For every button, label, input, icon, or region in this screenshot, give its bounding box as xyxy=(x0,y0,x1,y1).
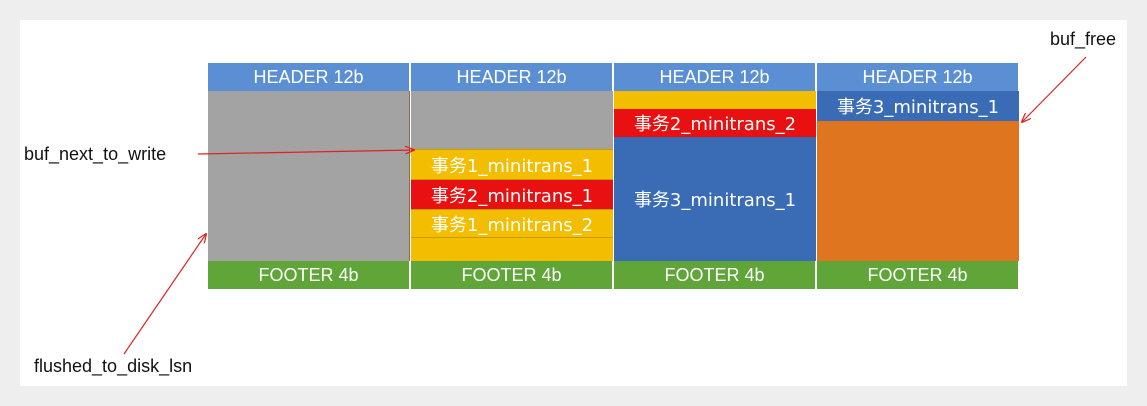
block-footer: FOOTER 4b xyxy=(817,261,1019,289)
mtr-trx1-2: 事务1_minitrans_2 xyxy=(411,209,613,238)
block-body: 事务2_minitrans_2 事务3_minitrans_1 xyxy=(614,91,816,261)
mtr-trx3-1: 事务3_minitrans_1 xyxy=(614,137,816,261)
log-block-1: HEADER 12b FOOTER 4b xyxy=(208,63,410,289)
buf-next-to-write-label: buf_next_to_write xyxy=(24,144,167,164)
block-body xyxy=(208,91,410,261)
block-footer: FOOTER 4b xyxy=(411,261,613,289)
buf-next-to-write-arrow xyxy=(197,150,414,155)
free-region xyxy=(817,121,1019,261)
mtr-trx1-2-tail xyxy=(411,238,613,261)
mtr-trx1-2-cont xyxy=(614,91,816,109)
buf-free-arrow xyxy=(1022,56,1087,122)
mtr-trx3-1-cont: 事务3_minitrans_1 xyxy=(817,91,1019,121)
log-block-3: HEADER 12b 事务2_minitrans_2 事务3_minitrans… xyxy=(614,63,816,289)
block-header: HEADER 12b xyxy=(817,63,1019,91)
flushed-to-disk-lsn-label: flushed_to_disk_lsn xyxy=(34,356,193,376)
log-block-2: HEADER 12b 事务1_minitrans_1 事务2_minitrans… xyxy=(411,63,613,289)
log-block-4: HEADER 12b 事务3_minitrans_1 FOOTER 4b xyxy=(817,63,1019,289)
block-body: 事务1_minitrans_1 事务2_minitrans_1 事务1_mini… xyxy=(411,91,613,261)
pointer-arrows xyxy=(123,56,1087,355)
block-footer: FOOTER 4b xyxy=(614,261,816,289)
mtr-trx2-2: 事务2_minitrans_2 xyxy=(614,109,816,137)
block-footer: FOOTER 4b xyxy=(208,261,410,289)
block-header: HEADER 12b xyxy=(411,63,613,91)
diagram-canvas: HEADER 12b FOOTER 4b HEADER 12b 事务1_mini… xyxy=(20,20,1127,386)
buf-free-label: buf_free xyxy=(1050,29,1117,49)
written-region xyxy=(411,91,613,149)
block-header: HEADER 12b xyxy=(208,63,410,91)
mtr-trx2-1: 事务2_minitrans_1 xyxy=(411,180,613,209)
mtr-trx1-1: 事务1_minitrans_1 xyxy=(411,149,613,180)
block-body: 事务3_minitrans_1 xyxy=(817,91,1019,261)
written-region xyxy=(208,91,410,261)
flushed-to-disk-lsn-arrow xyxy=(123,234,206,355)
block-header: HEADER 12b xyxy=(614,63,816,91)
